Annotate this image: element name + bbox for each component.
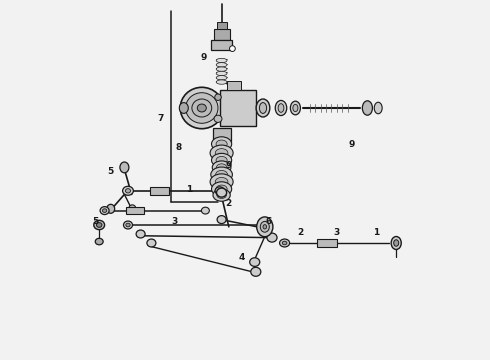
Ellipse shape (123, 221, 132, 229)
Text: 1: 1 (186, 185, 193, 194)
Ellipse shape (136, 230, 145, 238)
Ellipse shape (217, 164, 227, 171)
Ellipse shape (95, 238, 103, 245)
Ellipse shape (363, 101, 372, 115)
Ellipse shape (100, 207, 109, 215)
Ellipse shape (214, 115, 222, 122)
Ellipse shape (217, 188, 227, 197)
Ellipse shape (216, 140, 227, 148)
Ellipse shape (215, 177, 228, 186)
Ellipse shape (186, 93, 218, 123)
Bar (149, 187, 170, 195)
Ellipse shape (263, 225, 267, 229)
Ellipse shape (262, 222, 268, 228)
Ellipse shape (291, 101, 300, 115)
Ellipse shape (129, 205, 136, 213)
Ellipse shape (211, 167, 232, 182)
Ellipse shape (391, 237, 401, 249)
Ellipse shape (212, 153, 232, 167)
Ellipse shape (97, 222, 102, 228)
Text: 3: 3 (334, 228, 340, 237)
Ellipse shape (216, 170, 227, 179)
Text: 2: 2 (226, 199, 232, 208)
Ellipse shape (215, 187, 224, 195)
Ellipse shape (125, 189, 130, 193)
Text: 5: 5 (93, 217, 98, 226)
Ellipse shape (275, 100, 287, 116)
Bar (220, 90, 256, 126)
Ellipse shape (250, 258, 260, 266)
Ellipse shape (218, 189, 222, 193)
Ellipse shape (257, 217, 273, 237)
Ellipse shape (393, 240, 399, 246)
Bar (217, 22, 227, 29)
Ellipse shape (120, 162, 129, 173)
Ellipse shape (267, 233, 277, 242)
Ellipse shape (212, 137, 232, 151)
Ellipse shape (147, 239, 156, 247)
Ellipse shape (278, 104, 284, 112)
Ellipse shape (213, 189, 230, 201)
Text: 8: 8 (175, 143, 181, 152)
Ellipse shape (126, 223, 130, 227)
Bar (214, 29, 229, 40)
Text: 1: 1 (373, 228, 380, 237)
Ellipse shape (210, 174, 233, 190)
Ellipse shape (192, 99, 212, 117)
Bar (126, 207, 144, 214)
Text: 3: 3 (172, 217, 178, 226)
Ellipse shape (102, 209, 107, 212)
Ellipse shape (216, 63, 227, 67)
Ellipse shape (215, 149, 228, 157)
Ellipse shape (122, 186, 133, 195)
Ellipse shape (229, 46, 235, 51)
Ellipse shape (217, 192, 226, 198)
Ellipse shape (216, 58, 227, 63)
Text: 4: 4 (238, 253, 245, 262)
Ellipse shape (197, 104, 206, 112)
Text: 2: 2 (298, 228, 304, 237)
Ellipse shape (293, 104, 298, 112)
Ellipse shape (201, 207, 209, 214)
Text: 5: 5 (107, 166, 113, 176)
Ellipse shape (216, 185, 227, 193)
Ellipse shape (374, 102, 382, 114)
Ellipse shape (212, 182, 232, 196)
Ellipse shape (180, 87, 223, 129)
Ellipse shape (179, 103, 188, 113)
Text: 7: 7 (157, 114, 164, 123)
Ellipse shape (216, 80, 227, 84)
Bar (317, 239, 337, 247)
Ellipse shape (280, 239, 290, 247)
Ellipse shape (216, 71, 227, 76)
Ellipse shape (282, 241, 287, 245)
Ellipse shape (216, 76, 227, 80)
Bar (211, 40, 232, 50)
Ellipse shape (217, 216, 226, 224)
Ellipse shape (259, 220, 270, 230)
Ellipse shape (259, 103, 267, 113)
Text: 9: 9 (348, 140, 354, 149)
Ellipse shape (216, 157, 227, 164)
Ellipse shape (212, 161, 231, 174)
Bar (227, 81, 242, 90)
Text: 6: 6 (265, 217, 271, 226)
Ellipse shape (210, 145, 233, 161)
Ellipse shape (256, 99, 270, 117)
Ellipse shape (251, 267, 261, 276)
Ellipse shape (107, 204, 115, 213)
Bar (213, 128, 231, 142)
Ellipse shape (216, 67, 227, 71)
Text: 9: 9 (200, 53, 207, 62)
Ellipse shape (260, 221, 270, 232)
Ellipse shape (94, 220, 104, 230)
Text: 9: 9 (225, 161, 232, 170)
Ellipse shape (215, 94, 221, 100)
